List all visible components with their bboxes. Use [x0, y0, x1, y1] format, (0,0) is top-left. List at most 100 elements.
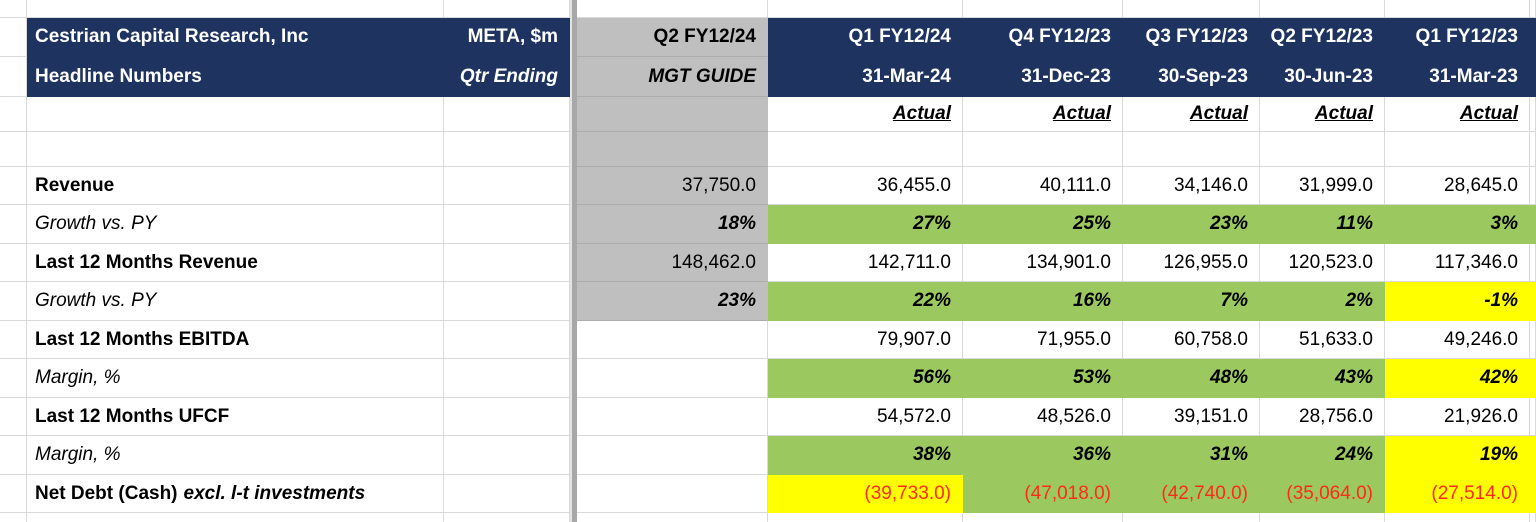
grid-cell[interactable] — [0, 282, 27, 321]
row-label-ufcf-margin[interactable]: Margin, % — [27, 436, 444, 475]
guide-quarter-cell[interactable]: Q2 FY12/24 — [570, 18, 768, 57]
grid-cell[interactable] — [1530, 398, 1536, 436]
quarter-date-cell-2[interactable]: 30-Sep-23 — [1123, 57, 1260, 97]
quarter-name-cell-2[interactable]: Q3 FY12/23 — [1123, 18, 1260, 57]
grid-cell[interactable] — [1530, 321, 1536, 359]
cell-revenue-growth-1[interactable]: 25% — [963, 205, 1123, 244]
row-label-ltm-ufcf[interactable]: Last 12 Months UFCF — [27, 398, 444, 436]
grid-cell[interactable] — [1385, 0, 1530, 18]
grid-cell[interactable] — [1530, 57, 1536, 97]
cell-revenue-0[interactable]: 36,455.0 — [768, 167, 963, 205]
grid-cell[interactable] — [444, 475, 570, 513]
grid-cell[interactable] — [1530, 282, 1536, 321]
guide-empty-cell[interactable] — [570, 321, 768, 359]
grid-cell[interactable] — [1530, 475, 1536, 513]
grid-cell[interactable] — [1530, 167, 1536, 205]
grid-cell[interactable] — [444, 359, 570, 398]
grid-cell[interactable] — [1530, 18, 1536, 57]
grid-cell[interactable] — [1123, 132, 1260, 167]
grid-cell[interactable] — [1123, 513, 1260, 522]
quarter-name-cell-3[interactable]: Q2 FY12/23 — [1260, 18, 1385, 57]
grid-cell[interactable] — [1530, 132, 1536, 167]
cell-ebitda-margin-4[interactable]: 42% — [1385, 359, 1530, 398]
grid-cell[interactable] — [1385, 513, 1530, 522]
cell-ltm-revenue-growth-4[interactable]: -1% — [1385, 282, 1530, 321]
grid-cell[interactable] — [1260, 132, 1385, 167]
cell-ltm-ufcf-1[interactable]: 48,526.0 — [963, 398, 1123, 436]
grid-cell[interactable] — [444, 398, 570, 436]
grid-cell[interactable] — [0, 321, 27, 359]
grid-cell[interactable] — [0, 18, 27, 57]
row-label-ebitda-margin[interactable]: Margin, % — [27, 359, 444, 398]
cell-ltm-revenue-1[interactable]: 134,901.0 — [963, 244, 1123, 282]
cell-ltm-ufcf-0[interactable]: 54,572.0 — [768, 398, 963, 436]
grid-cell[interactable] — [768, 513, 963, 522]
guide-empty-cell[interactable] — [570, 132, 768, 167]
cell-revenue-3[interactable]: 31,999.0 — [1260, 167, 1385, 205]
cell-ufcf-margin-4[interactable]: 19% — [1385, 436, 1530, 475]
grid-cell[interactable] — [444, 0, 570, 18]
cell-net-debt-3[interactable]: (35,064.0) — [1260, 475, 1385, 513]
row-label-revenue[interactable]: Revenue — [27, 167, 444, 205]
row-label-revenue-growth[interactable]: Growth vs. PY — [27, 205, 444, 244]
quarter-date-cell-4[interactable]: 31-Mar-23 — [1385, 57, 1530, 97]
status-cell-2[interactable]: Actual — [1123, 97, 1260, 132]
cell-ltm-ebitda-4[interactable]: 49,246.0 — [1385, 321, 1530, 359]
row-label-ltm-revenue[interactable]: Last 12 Months Revenue — [27, 244, 444, 282]
row-label-ltm-revenue-growth[interactable]: Growth vs. PY — [27, 282, 444, 321]
guide-empty-cell[interactable] — [570, 398, 768, 436]
row-label-ltm-ebitda[interactable]: Last 12 Months EBITDA — [27, 321, 444, 359]
grid-cell[interactable] — [444, 436, 570, 475]
grid-cell[interactable] — [1530, 97, 1536, 132]
quarter-name-cell-1[interactable]: Q4 FY12/23 — [963, 18, 1123, 57]
guide-value-revenue[interactable]: 37,750.0 — [570, 167, 768, 205]
grid-cell[interactable] — [444, 513, 570, 522]
cell-ltm-revenue-2[interactable]: 126,955.0 — [1123, 244, 1260, 282]
grid-cell[interactable] — [768, 0, 963, 18]
grid-cell[interactable] — [1123, 0, 1260, 18]
grid-cell[interactable] — [1260, 0, 1385, 18]
grid-cell[interactable] — [570, 0, 768, 18]
status-cell-4[interactable]: Actual — [1385, 97, 1530, 132]
qtr-ending-label-cell[interactable]: Qtr Ending — [444, 57, 570, 97]
cell-net-debt-2[interactable]: (42,740.0) — [1123, 475, 1260, 513]
cell-revenue-growth-2[interactable]: 23% — [1123, 205, 1260, 244]
grid-cell[interactable] — [1530, 244, 1536, 282]
grid-cell[interactable] — [27, 513, 444, 522]
quarter-name-cell-0[interactable]: Q1 FY12/24 — [768, 18, 963, 57]
status-cell-3[interactable]: Actual — [1260, 97, 1385, 132]
grid-cell[interactable] — [570, 513, 768, 522]
grid-cell[interactable] — [0, 513, 27, 522]
grid-cell[interactable] — [27, 0, 444, 18]
ticker-cell[interactable]: META, $m — [444, 18, 570, 57]
guide-empty-cell[interactable] — [570, 475, 768, 513]
grid-cell[interactable] — [444, 132, 570, 167]
grid-cell[interactable] — [0, 475, 27, 513]
cell-ebitda-margin-1[interactable]: 53% — [963, 359, 1123, 398]
cell-ufcf-margin-2[interactable]: 31% — [1123, 436, 1260, 475]
cell-ebitda-margin-0[interactable]: 56% — [768, 359, 963, 398]
guide-value-ltm-revenue[interactable]: 148,462.0 — [570, 244, 768, 282]
cell-ltm-ufcf-4[interactable]: 21,926.0 — [1385, 398, 1530, 436]
grid-cell[interactable] — [0, 132, 27, 167]
grid-cell[interactable] — [0, 97, 27, 132]
grid-cell[interactable] — [1530, 359, 1536, 398]
guide-label-cell[interactable]: MGT GUIDE — [570, 57, 768, 97]
company-name-cell[interactable]: Cestrian Capital Research, Inc — [27, 18, 444, 57]
quarter-date-cell-0[interactable]: 31-Mar-24 — [768, 57, 963, 97]
cell-ufcf-margin-0[interactable]: 38% — [768, 436, 963, 475]
cell-revenue-growth-0[interactable]: 27% — [768, 205, 963, 244]
grid-cell[interactable] — [444, 244, 570, 282]
grid-cell[interactable] — [0, 436, 27, 475]
cell-ltm-revenue-growth-0[interactable]: 22% — [768, 282, 963, 321]
cell-ltm-revenue-growth-1[interactable]: 16% — [963, 282, 1123, 321]
grid-cell[interactable] — [1260, 513, 1385, 522]
status-cell-0[interactable]: Actual — [768, 97, 963, 132]
grid-cell[interactable] — [1385, 132, 1530, 167]
grid-cell[interactable] — [444, 282, 570, 321]
cell-ltm-ebitda-2[interactable]: 60,758.0 — [1123, 321, 1260, 359]
cell-revenue-growth-3[interactable]: 11% — [1260, 205, 1385, 244]
cell-net-debt-4[interactable]: (27,514.0) — [1385, 475, 1530, 513]
cell-ltm-revenue-growth-3[interactable]: 2% — [1260, 282, 1385, 321]
cell-ltm-revenue-0[interactable]: 142,711.0 — [768, 244, 963, 282]
